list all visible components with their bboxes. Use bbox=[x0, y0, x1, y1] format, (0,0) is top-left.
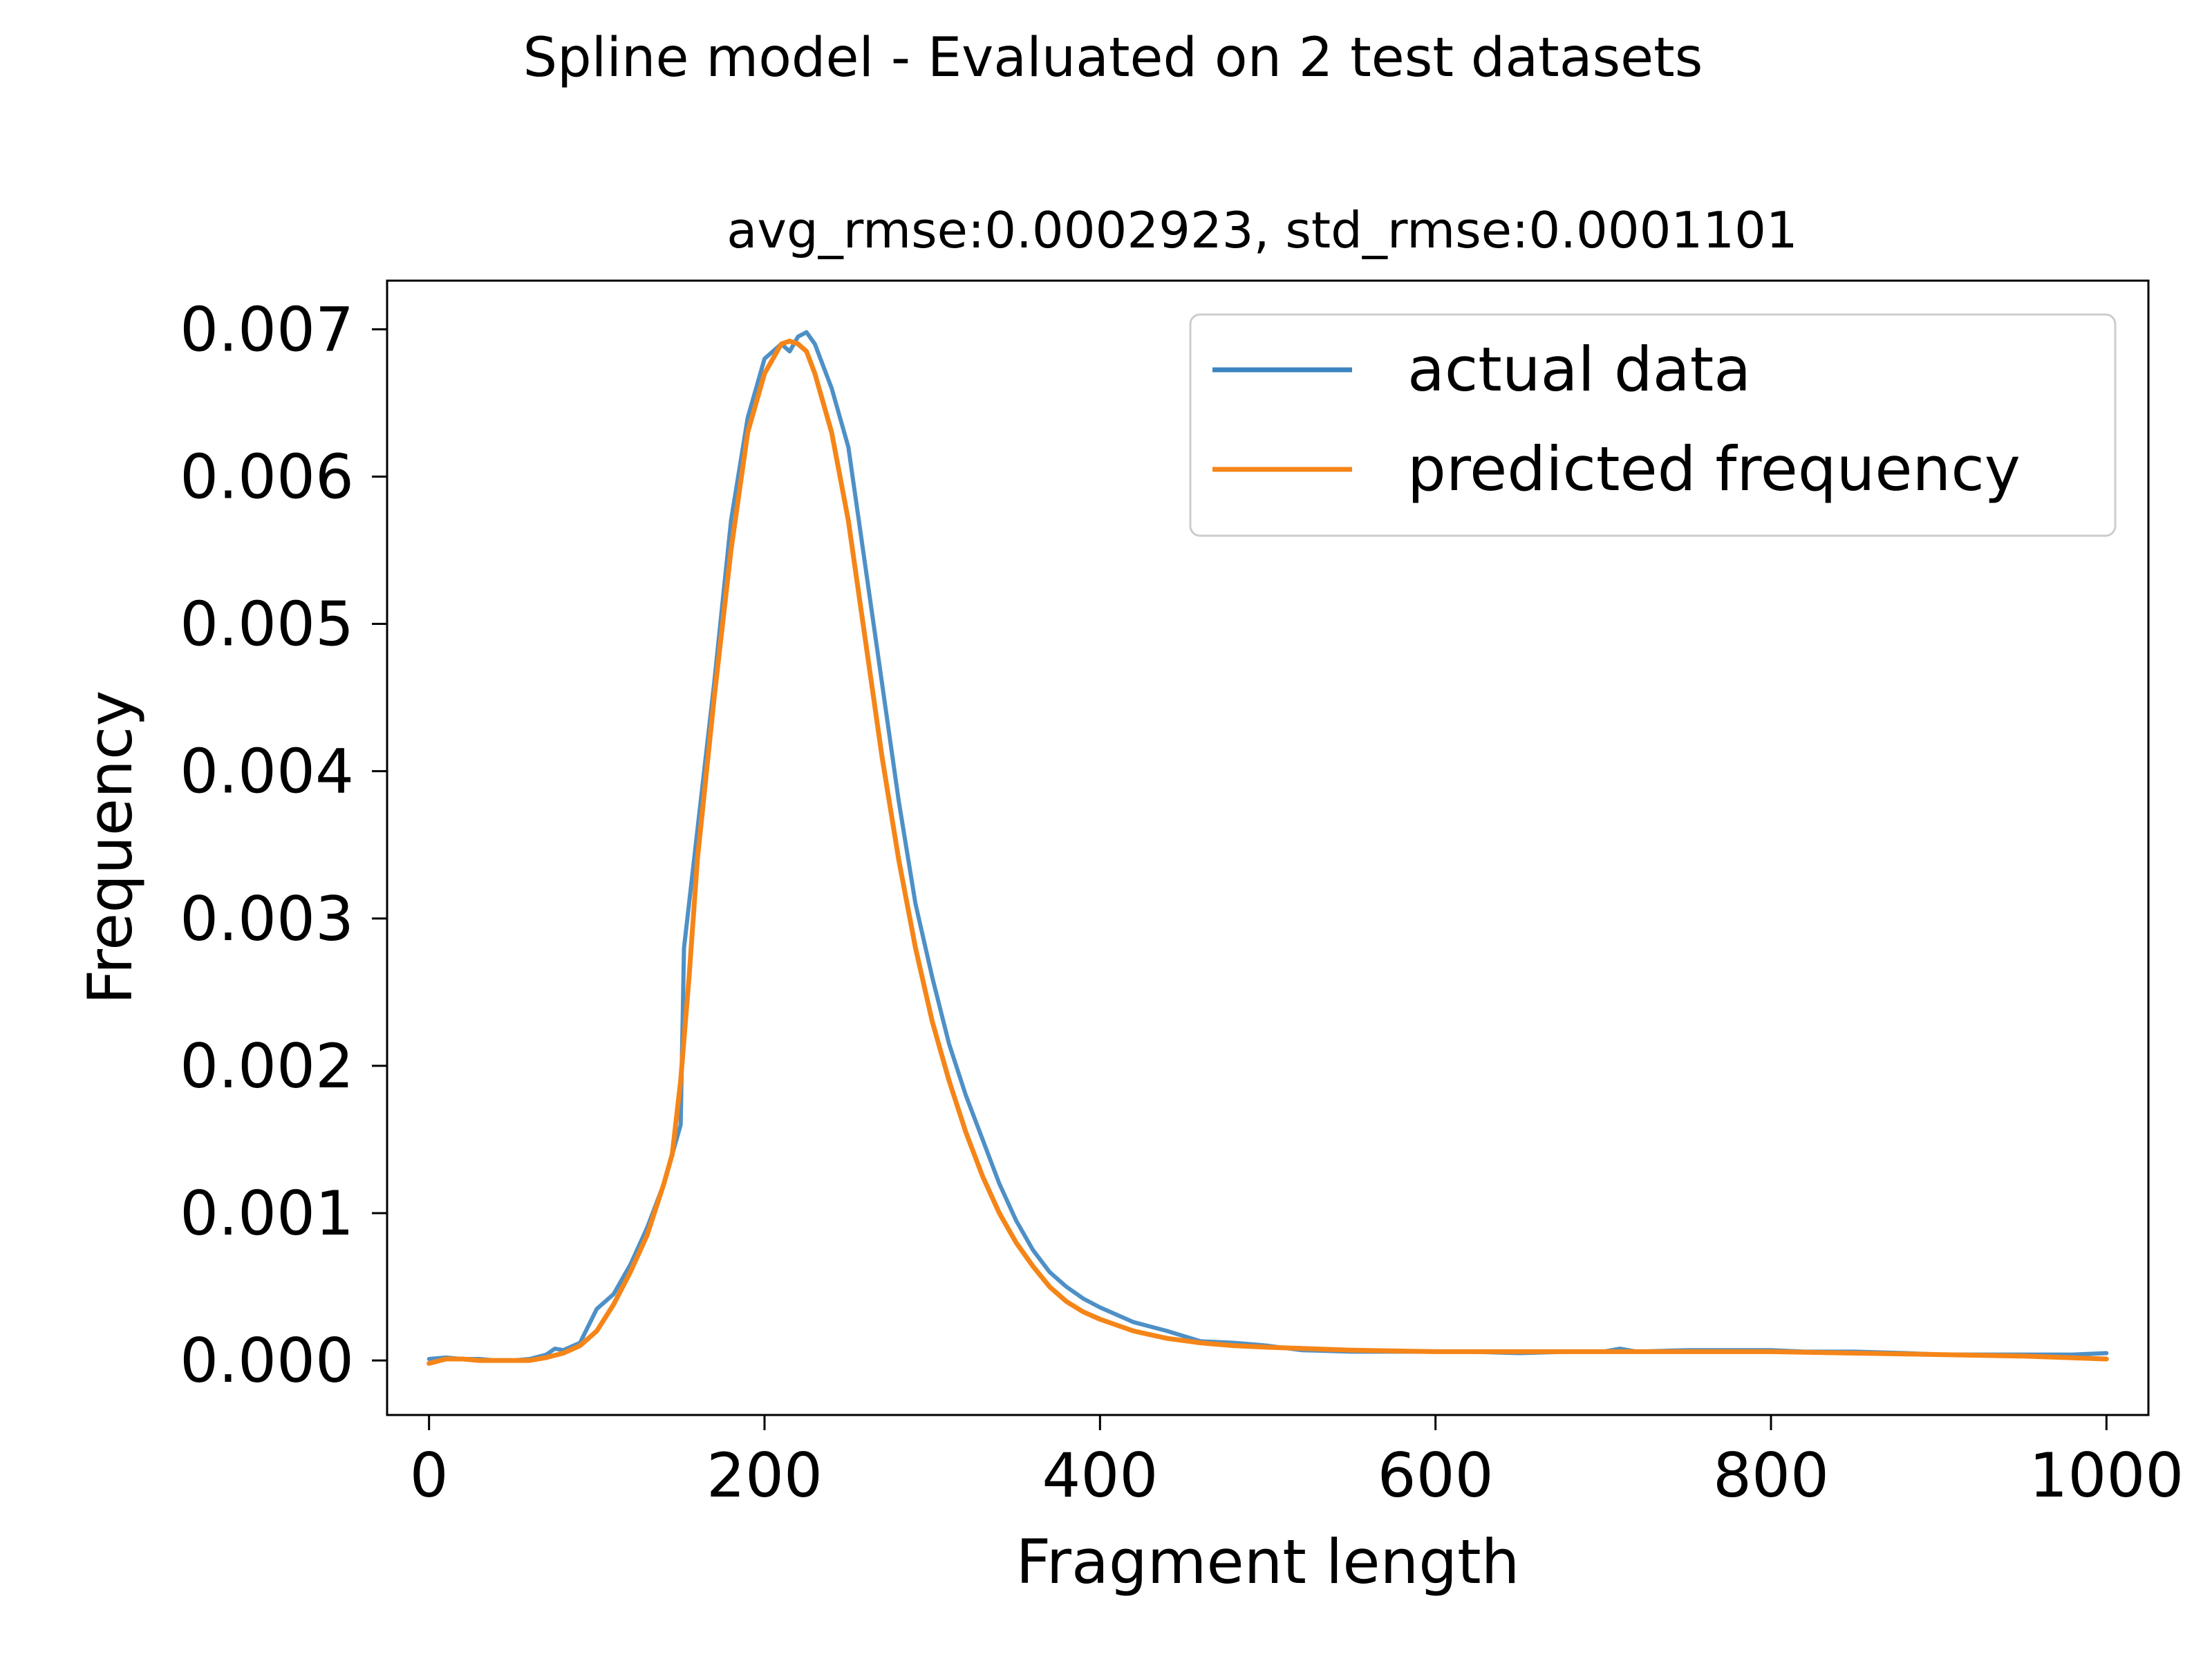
y-tick-label: 0.004 bbox=[180, 736, 354, 807]
x-tick-label: 200 bbox=[706, 1440, 823, 1511]
plot-area bbox=[386, 279, 2150, 1416]
x-axis: 0 200 400 600 800 1000 bbox=[410, 1415, 2184, 1511]
y-tick-label: 0.006 bbox=[180, 441, 354, 512]
x-tick-label: 600 bbox=[1378, 1440, 1494, 1511]
axes-title: avg_rmse:0.0002923, std_rmse:0.0001101 bbox=[727, 201, 1797, 259]
legend-label-predicted-frequency: predicted frequency bbox=[1407, 433, 2021, 505]
y-tick-label: 0.002 bbox=[180, 1031, 354, 1102]
axes-frame bbox=[386, 279, 2150, 1416]
figure-suptitle: Spline model - Evaluated on 2 test datas… bbox=[523, 27, 1703, 89]
y-tick-label: 0.000 bbox=[180, 1325, 354, 1396]
x-tick-label: 400 bbox=[1042, 1440, 1158, 1511]
y-tick-label: 0.003 bbox=[180, 883, 354, 955]
x-tick-label: 800 bbox=[1713, 1440, 1829, 1511]
y-tick-label: 0.005 bbox=[180, 589, 354, 660]
legend-box bbox=[1189, 313, 2117, 537]
series-layer bbox=[427, 330, 2109, 1366]
series-line-predicted-frequency bbox=[427, 338, 2109, 1366]
y-axis-label: Frequency bbox=[75, 691, 146, 1005]
series-line-actual-data bbox=[427, 330, 2109, 1363]
legend-label-actual-data: actual data bbox=[1407, 334, 1751, 405]
y-tick-label: 0.007 bbox=[180, 294, 354, 365]
x-tick-label: 1000 bbox=[2029, 1440, 2184, 1511]
y-tick-label: 0.001 bbox=[180, 1178, 354, 1249]
x-axis-label: Fragment length bbox=[1016, 1526, 1520, 1597]
legend: actual data predicted frequency bbox=[1189, 313, 2117, 537]
x-tick-label: 0 bbox=[410, 1440, 449, 1511]
y-axis: 0.000 0.001 0.002 0.003 0.004 0.005 0.006 0.007 bbox=[180, 294, 387, 1396]
